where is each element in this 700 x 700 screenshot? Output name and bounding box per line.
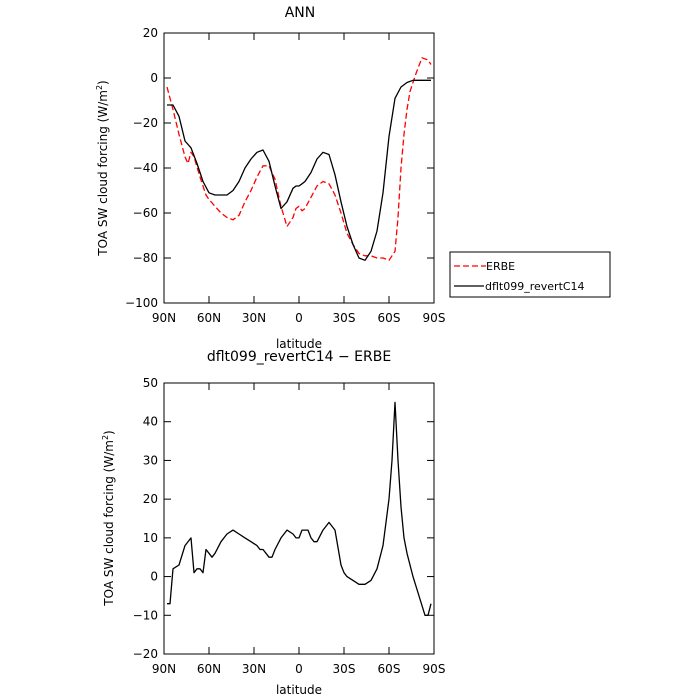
x-axis-title: latitude — [276, 683, 322, 697]
y-axis-title: TOA SW cloud forcing (W/m2) — [95, 80, 110, 256]
y-tick-label: 0 — [150, 570, 158, 584]
x-tick-label: 60N — [197, 311, 221, 325]
bottom-panel: dflt099_revertC14 − ERBE −20 −10 0 10 20 30 40… — [101, 349, 445, 697]
x-tick-label: 30N — [242, 662, 266, 676]
top-panel: ANN −100 −80 −60 −40 −20 0 20 90N 60N 30N 0 30S 60S… — [95, 5, 611, 351]
y-tick-labels: −100 −80 −60 −40 −20 0 20 — [125, 26, 158, 310]
y-tick-label: 20 — [143, 26, 158, 40]
y-tick-label: −40 — [133, 161, 158, 175]
y-tick-labels: −20 −10 0 10 20 30 40 50 — [133, 376, 158, 661]
y-tick-label: −100 — [125, 296, 158, 310]
y-tick-label: 30 — [143, 453, 158, 467]
legend-box — [449, 251, 611, 298]
legend-label-model: dflt099_revertC14 — [485, 280, 585, 293]
y-tick-label: −20 — [133, 647, 158, 661]
x-tick-label: 60N — [197, 662, 221, 676]
x-tick-labels: 90N 60N 30N 0 30S 60S 90S — [152, 662, 446, 676]
y-tick-label: 10 — [143, 531, 158, 545]
x-tick-label: 90N — [152, 662, 176, 676]
y-tick-label: 20 — [143, 492, 158, 506]
x-tick-labels: 90N 60N 30N 0 30S 60S 90S — [152, 311, 446, 325]
y-tick-label: 40 — [143, 415, 158, 429]
x-tick-label: 30S — [333, 662, 356, 676]
y-axis-title: TOA SW cloud forcing (W/m2) — [101, 430, 116, 606]
series-group — [166, 57, 432, 261]
difference-series-line — [167, 401, 432, 616]
x-tick-label: 60S — [378, 311, 401, 325]
y-tick-label: −20 — [133, 116, 158, 130]
x-tick-label: 30N — [242, 311, 266, 325]
plot-frame — [163, 32, 435, 304]
x-tick-label: 90N — [152, 311, 176, 325]
x-tick-label: 90S — [423, 311, 446, 325]
x-tick-label: 90S — [423, 662, 446, 676]
x-tick-label: 30S — [333, 311, 356, 325]
legend-label-erbe: ERBE — [486, 260, 515, 273]
y-tick-label: −60 — [133, 206, 158, 220]
y-tick-label: 50 — [143, 376, 158, 390]
dflt099-revertc14-series-line — [167, 79, 431, 261]
y-tick-label: −80 — [133, 251, 158, 265]
x-tick-label: 0 — [295, 311, 303, 325]
erbe-series-line — [166, 57, 432, 261]
y-tick-label: 0 — [150, 71, 158, 85]
legend: ERBE dflt099_revertC14 — [449, 251, 611, 298]
tick-marks — [163, 32, 435, 304]
plot-frame — [163, 382, 435, 655]
x-tick-label: 60S — [378, 662, 401, 676]
panel-title: ANN — [285, 5, 316, 21]
y-tick-label: −10 — [133, 608, 158, 622]
x-axis-title: latitude — [276, 337, 322, 351]
x-tick-label: 0 — [295, 662, 303, 676]
panel-title: dflt099_revertC14 − ERBE — [207, 349, 391, 365]
series-group — [167, 401, 432, 616]
